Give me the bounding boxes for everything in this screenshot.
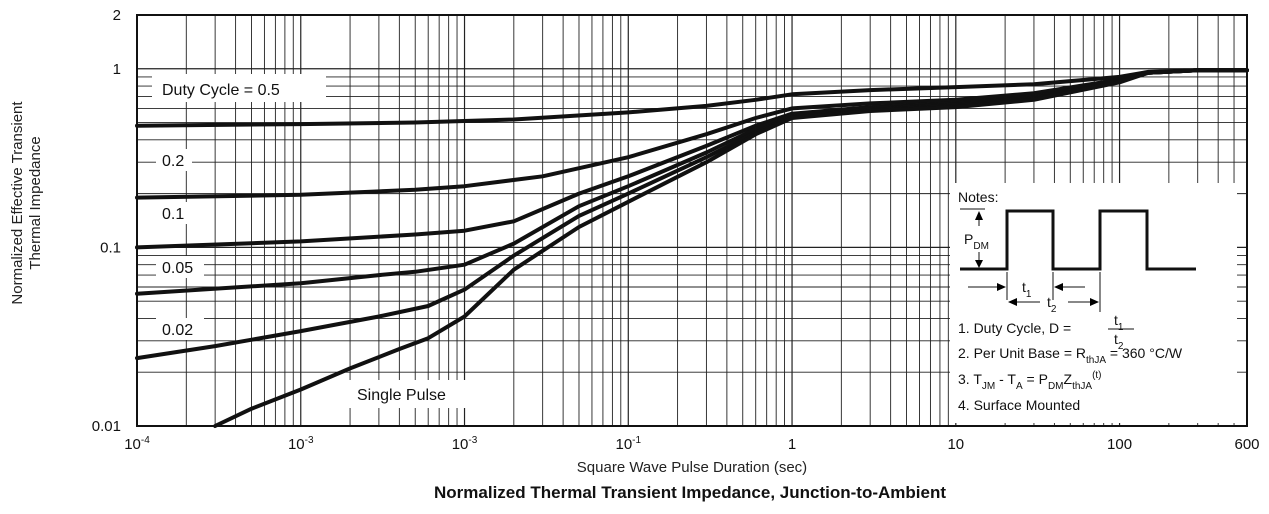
curve-label-box-3 bbox=[156, 256, 204, 278]
pulse-waveform bbox=[960, 209, 1196, 271]
note-4: 4. Surface Mounted bbox=[958, 397, 1080, 413]
curve-label-0: Duty Cycle = 0.5 bbox=[162, 82, 280, 99]
t1-arrowhead-right bbox=[1054, 283, 1063, 291]
curve-label-3: 0.05 bbox=[162, 260, 193, 277]
curve-label-box-1 bbox=[156, 149, 192, 171]
curves bbox=[135, 68, 1249, 428]
x-tick-label-7: 600 bbox=[1234, 436, 1259, 453]
y-tick-label-3: 2 bbox=[113, 7, 121, 24]
t2-arrowhead-right bbox=[1090, 298, 1099, 306]
curve-label-4: 0.02 bbox=[162, 322, 193, 339]
curve-series-5 bbox=[213, 68, 1249, 428]
pdm-label: PDM bbox=[964, 231, 989, 252]
note-3: 3. TJM - TA = PDMZthJA(t) bbox=[958, 370, 1102, 392]
x-tick-label-5: 10 bbox=[947, 436, 964, 453]
x-tick-label-6: 100 bbox=[1107, 436, 1132, 453]
x-axis-title: Square Wave Pulse Duration (sec) bbox=[577, 459, 807, 476]
curve-label-box-0 bbox=[152, 74, 326, 102]
curve-label-1: 0.2 bbox=[162, 153, 184, 170]
t1-label: t1 bbox=[1022, 279, 1032, 300]
t2-label: t2 bbox=[1047, 294, 1057, 315]
curve-labels: Duty Cycle = 0.5 0.2 0.1 0.05 0.02 Single Pul… bbox=[152, 74, 470, 408]
notes-heading: Notes: bbox=[958, 189, 998, 205]
y-axis-title-line-2: Thermal Impedance bbox=[27, 136, 44, 269]
x-tick-label-4: 1 bbox=[788, 436, 796, 453]
t1-arrowhead-left bbox=[997, 283, 1006, 291]
curve-label-box-4 bbox=[156, 318, 204, 340]
note-2: 2. Per Unit Base = RthJA = 360 °C/W bbox=[958, 345, 1183, 366]
x-tick-label-0: 10-4 bbox=[124, 435, 150, 453]
x-tick-label-3: 10-1 bbox=[615, 435, 641, 453]
note-1-denominator: t2 bbox=[1114, 331, 1124, 352]
plot-frame bbox=[136, 14, 1248, 427]
curve-label-2: 0.1 bbox=[162, 206, 184, 223]
y-axis-title-line-1: Normalized Effective Transient bbox=[9, 101, 26, 305]
y-tick-label-0: 0.01 bbox=[92, 418, 121, 435]
pdm-arrowhead-up bbox=[975, 211, 983, 220]
chart-title: Normalized Thermal Transient Impedance, … bbox=[434, 483, 946, 502]
curve-label-box-2 bbox=[156, 202, 192, 224]
x-tick-label-2: 10-3 bbox=[452, 435, 478, 453]
x-tick-label-1: 10-3 bbox=[288, 435, 314, 453]
pdm-arrowhead-down bbox=[975, 260, 983, 268]
tick-labels: 10-4 10-3 10-3 10-1 1 10 100 600 0.01 0.1 1 2 bbox=[92, 7, 1260, 453]
y-tick-label-2: 1 bbox=[113, 61, 121, 78]
curve-label-5: Single Pulse bbox=[357, 387, 446, 404]
note-1: 1. Duty Cycle, D = bbox=[958, 320, 1071, 336]
curve-label-box-5 bbox=[346, 380, 470, 408]
y-tick-label-1: 0.1 bbox=[100, 239, 121, 256]
t2-arrowhead-left bbox=[1008, 298, 1017, 306]
note-1-numerator: t1 bbox=[1114, 312, 1124, 333]
